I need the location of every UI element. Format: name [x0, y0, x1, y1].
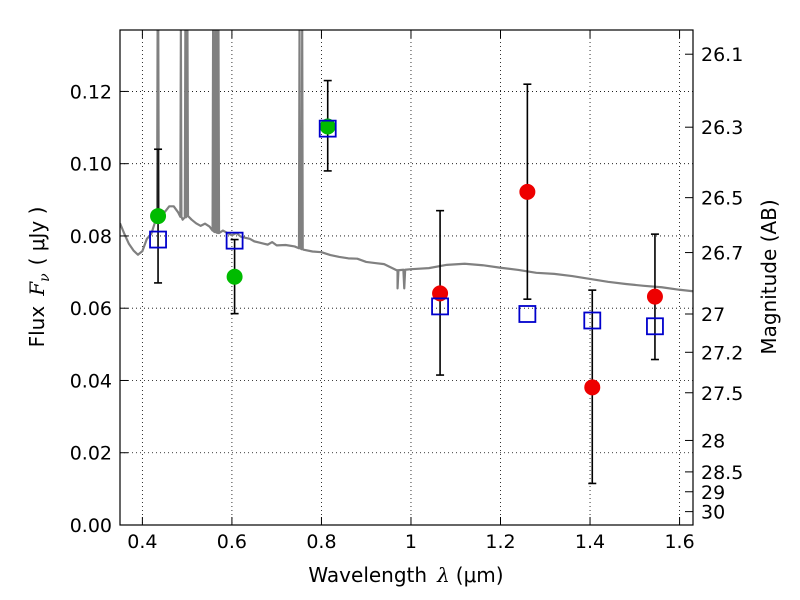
y-tick-label: 0.10 — [70, 154, 112, 176]
x-tick-label: 1.4 — [575, 531, 605, 553]
axes-layer — [119, 29, 694, 526]
x-tick-label: 1.6 — [664, 531, 694, 553]
data-point-circle — [646, 288, 663, 305]
magnitude-tick-label: 27.2 — [701, 342, 743, 364]
magnitude-tick-label: 29 — [701, 482, 725, 504]
marker-layer — [149, 118, 664, 396]
model-point-square — [149, 230, 167, 249]
data-point-circle — [584, 379, 601, 396]
magnitude-tick-label: 27 — [701, 304, 725, 326]
spectrum-layer — [120, 30, 693, 293]
model-point-square — [431, 297, 449, 316]
magnitude-tick-label: 27.5 — [701, 383, 743, 405]
model-point-square — [225, 231, 244, 250]
x-tick-label: 1 — [405, 531, 417, 553]
data-point-circle — [150, 208, 167, 225]
x-tick-label: 0.8 — [306, 531, 336, 553]
y-tick-label: 0.08 — [70, 226, 112, 248]
data-point-circle — [519, 183, 536, 200]
x-axis-title: Wavelength λ (μm) — [308, 563, 503, 587]
x-tick-label: 0.6 — [217, 531, 247, 553]
model-point-square — [583, 311, 602, 330]
y-tick-label: 0.00 — [70, 515, 112, 537]
model-spectrum-line — [120, 30, 693, 293]
model-point-square — [318, 119, 337, 138]
magnitude-tick-label: 30 — [701, 502, 725, 524]
magnitude-tick-label: 26.1 — [701, 44, 743, 66]
y-tick-label: 0.12 — [70, 81, 112, 103]
plot-frame — [119, 29, 694, 526]
y-tick-label: 0.04 — [70, 370, 112, 392]
magnitude-tick-label: 28.5 — [701, 462, 743, 484]
model-point-square — [518, 305, 537, 323]
y-tick-label: 0.06 — [70, 298, 112, 320]
data-point-circle — [226, 268, 243, 285]
y-tick-label: 0.02 — [70, 443, 112, 465]
label-layer: 0.4 0.6 0.8 1 1.2 1.4 1.6 0.00 0.02 0.04 0.06 0.08 0… — [70, 44, 744, 553]
magnitude-tick-label: 26.5 — [701, 188, 743, 210]
magnitude-tick-label: 28 — [701, 430, 725, 452]
model-point-square — [646, 317, 664, 336]
y-axis-title: FluxFν( μJy ) — [25, 207, 53, 348]
data-point-circle — [432, 285, 449, 302]
grid-layer — [120, 30, 693, 526]
y2-axis-title: Magnitude (AB) — [757, 199, 781, 354]
magnitude-tick-label: 26.3 — [701, 117, 743, 139]
x-tick-label: 1.2 — [485, 531, 515, 553]
magnitude-tick-label: 26.7 — [701, 243, 743, 265]
x-tick-label: 0.4 — [127, 531, 157, 553]
